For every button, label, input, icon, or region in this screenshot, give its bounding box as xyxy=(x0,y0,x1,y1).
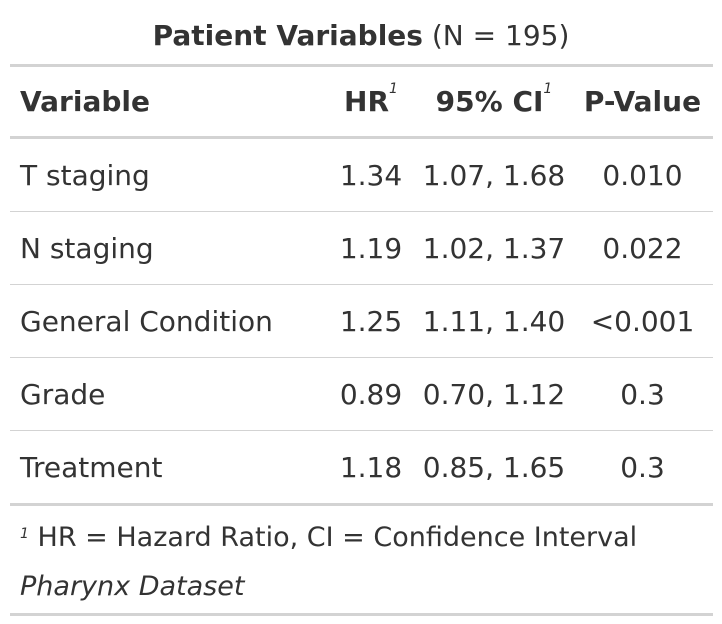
table-row: N staging 1.19 1.02, 1.37 0.022 xyxy=(10,212,713,285)
footnote-text: HR = Hazard Ratio, CI = Confidence Inter… xyxy=(37,522,638,553)
cell-ci: 0.85, 1.65 xyxy=(422,450,566,484)
cell-p-value: 0.3 xyxy=(620,377,665,411)
header-row: Variable HR1 95% CI1 P-Value xyxy=(10,66,713,138)
table-row: General Condition 1.25 1.11, 1.40 <0.001 xyxy=(10,285,713,358)
cell-variable: Grade xyxy=(20,377,106,411)
table-row: T staging 1.34 1.07, 1.68 0.010 xyxy=(10,138,713,212)
header-hr: HR1 xyxy=(344,80,398,118)
cell-hr: 1.19 xyxy=(339,231,403,265)
header-variable: Variable xyxy=(20,84,150,118)
table-title-sub: (N = 195) xyxy=(431,19,570,52)
bottom-rule xyxy=(10,613,713,616)
table-footnote: 1 HR = Hazard Ratio, CI = Confidence Int… xyxy=(20,516,637,560)
footnote-marker: 1 xyxy=(20,526,29,542)
source-note: Pharynx Dataset xyxy=(20,571,245,602)
footnote-marker: 1 xyxy=(389,80,398,97)
cell-p-value: 0.010 xyxy=(602,158,683,192)
cell-hr: 1.18 xyxy=(339,450,403,484)
cell-ci: 1.07, 1.68 xyxy=(422,158,566,192)
cell-p-value: 0.022 xyxy=(602,231,683,265)
table-row: Grade 0.89 0.70, 1.12 0.3 xyxy=(10,358,713,431)
table-title-main: Patient Variables xyxy=(152,19,423,52)
cell-ci: 1.02, 1.37 xyxy=(422,231,566,265)
cell-variable: Treatment xyxy=(20,450,163,484)
table-title: Patient Variables (N = 195) xyxy=(0,14,722,58)
cell-variable: T staging xyxy=(20,158,150,192)
header-p-value: P-Value xyxy=(583,84,702,118)
table-row: Treatment 1.18 0.85, 1.65 0.3 xyxy=(10,431,713,505)
cell-hr: 1.34 xyxy=(339,158,403,192)
cell-hr: 1.25 xyxy=(339,304,403,338)
cell-hr: 0.89 xyxy=(339,377,403,411)
cell-ci: 1.11, 1.40 xyxy=(422,304,566,338)
footnote-marker: 1 xyxy=(543,80,553,97)
cell-variable: General Condition xyxy=(20,304,273,338)
cell-p-value: <0.001 xyxy=(590,304,695,338)
top-rule xyxy=(10,64,713,67)
cell-variable: N staging xyxy=(20,231,154,265)
header-ci: 95% CI1 xyxy=(435,80,553,118)
cell-ci: 0.70, 1.12 xyxy=(422,377,566,411)
cell-p-value: 0.3 xyxy=(620,450,665,484)
results-table: Variable HR1 95% CI1 P-Value T staging 1… xyxy=(10,66,713,506)
